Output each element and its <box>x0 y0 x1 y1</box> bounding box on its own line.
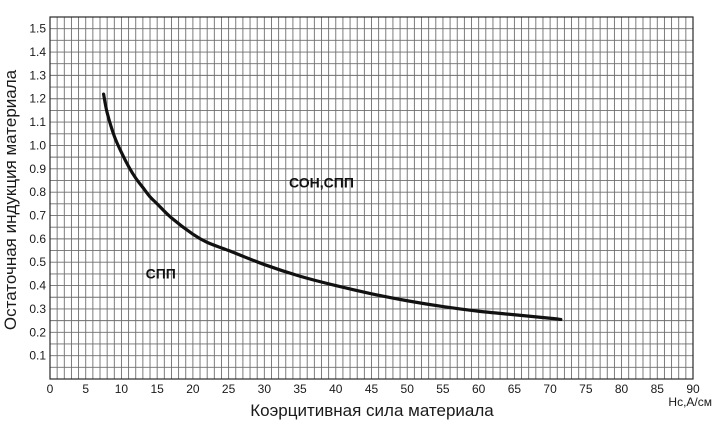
grid <box>50 17 693 379</box>
x-tick-label: 90 <box>686 382 700 396</box>
y-tick-label: 1.3 <box>29 68 46 82</box>
x-tick-label: 85 <box>651 382 665 396</box>
x-tick-label: 40 <box>329 382 343 396</box>
y-tick-label: 0.3 <box>29 302 46 316</box>
x-tick-label: 15 <box>150 382 164 396</box>
x-tick-label: 50 <box>401 382 415 396</box>
region-labels: СОН,СПП СПП <box>146 174 354 281</box>
y-tick-label: 0.4 <box>29 279 46 293</box>
x-tick-label: 5 <box>82 382 89 396</box>
x-tick-label: 70 <box>543 382 557 396</box>
y-tick-label: 0.6 <box>29 232 46 246</box>
y-tick-label: 0.2 <box>29 325 46 339</box>
x-tick-label: 80 <box>615 382 629 396</box>
x-axis-unit: Hc,A/см <box>668 395 712 409</box>
y-tick-label: 0.8 <box>29 185 46 199</box>
x-tick-labels: 0 5 10 15 20 25 30 35 40 45 50 55 60 65 70 75 80 85 90 <box>47 382 700 396</box>
y-tick-label: 0.1 <box>29 349 46 363</box>
x-tick-label: 55 <box>436 382 450 396</box>
x-tick-label: 30 <box>258 382 272 396</box>
region-label: СОН,СПП <box>289 174 354 190</box>
x-tick-label: 45 <box>365 382 379 396</box>
y-tick-label: 1.2 <box>29 92 46 106</box>
y-tick-label: 1.0 <box>29 138 46 152</box>
y-tick-label: 1.5 <box>29 22 46 36</box>
y-tick-label: 1.1 <box>29 115 46 129</box>
y-axis-title: Остаточная индукция материала <box>1 69 20 330</box>
y-tick-label: 0.7 <box>29 209 46 223</box>
plot-frame <box>49 16 694 380</box>
y-tick-label: 0.5 <box>29 255 46 269</box>
x-tick-label: 75 <box>579 382 593 396</box>
region-label: СПП <box>146 266 176 282</box>
x-tick-label: 65 <box>508 382 522 396</box>
x-tick-label: 0 <box>47 382 54 396</box>
x-tick-label: 60 <box>472 382 486 396</box>
x-axis-title: Коэрцитивная сила материала <box>250 401 494 420</box>
x-tick-label: 10 <box>115 382 129 396</box>
y-tick-label: 1.4 <box>29 45 46 59</box>
x-tick-label: 35 <box>293 382 307 396</box>
x-tick-label: 20 <box>186 382 200 396</box>
y-tick-labels: 0.1 0.2 0.3 0.4 0.5 0.6 0.7 0.8 0.9 1.0 1.1 1.2 1.3 1… <box>29 22 46 363</box>
y-tick-label: 0.9 <box>29 162 46 176</box>
x-tick-label: 25 <box>222 382 236 396</box>
series-line <box>101 92 563 322</box>
